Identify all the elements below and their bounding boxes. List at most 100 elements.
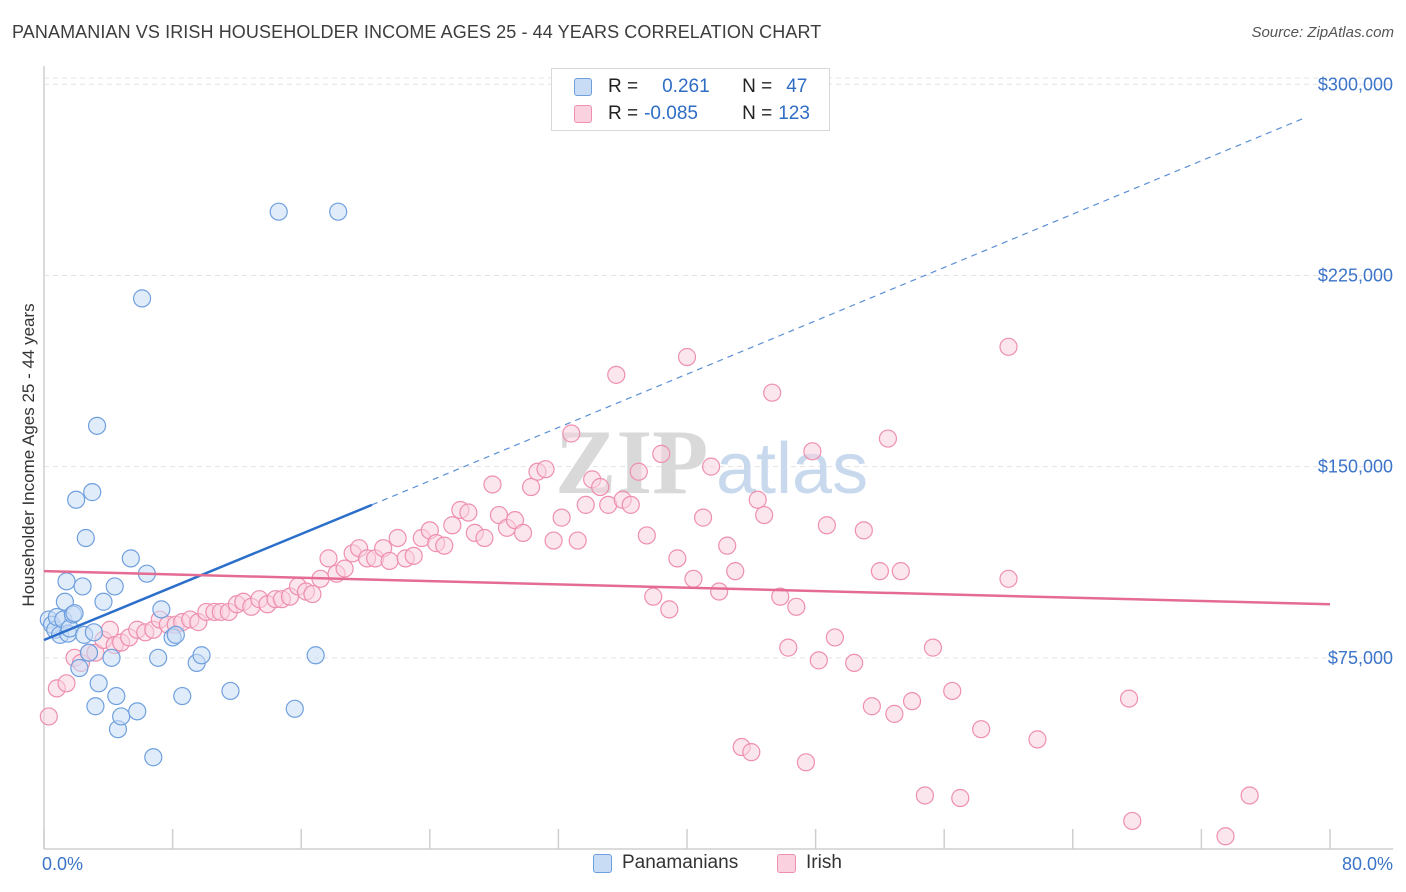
irish-point xyxy=(513,523,533,543)
irish-point xyxy=(779,638,798,657)
trend-lines xyxy=(43,116,1331,642)
legend-n-value: 123 xyxy=(778,103,810,124)
irish-point xyxy=(1028,730,1047,749)
legend-row-panamanians: R = 0.261 N = 47 xyxy=(574,74,807,100)
irish-point xyxy=(693,508,713,527)
irish-point xyxy=(660,600,679,619)
irish-point xyxy=(1240,786,1259,805)
irish-point xyxy=(748,490,767,509)
panamanian-point xyxy=(221,681,240,701)
legend-r-label: R = xyxy=(608,76,639,97)
irish-point xyxy=(621,495,640,514)
irish-point xyxy=(702,457,721,476)
irish-point xyxy=(817,516,836,535)
panamanian-point xyxy=(306,646,325,665)
legend-n-label: N = xyxy=(742,76,773,97)
panamanian-point xyxy=(329,202,348,221)
irish-point xyxy=(544,531,563,550)
irish-point xyxy=(803,442,822,461)
irish-point xyxy=(862,697,881,716)
panamanian-trend-line xyxy=(43,503,373,642)
panamanian-point xyxy=(67,490,86,509)
irish-points xyxy=(39,337,1259,846)
legend-item-irish[interactable]: Irish xyxy=(777,852,842,874)
panamanian-point xyxy=(107,686,126,706)
panamanian-point xyxy=(65,604,84,623)
panamanian-point xyxy=(102,648,121,667)
legend-label-irish: Irish xyxy=(806,852,842,873)
irish-point xyxy=(607,365,626,384)
panamanian-point xyxy=(121,549,140,568)
irish-point xyxy=(825,628,844,647)
irish-point xyxy=(591,477,610,497)
irish-point xyxy=(552,508,571,527)
series-legend: Panamanians Irish xyxy=(0,852,1406,878)
panamanian-point xyxy=(105,577,124,596)
irish-point xyxy=(483,475,502,494)
legend-n-label: N = xyxy=(742,103,773,124)
irish-point xyxy=(972,720,991,739)
x-tick-label: 0.0% xyxy=(42,854,83,874)
irish-point xyxy=(1123,811,1142,831)
panamanian-point xyxy=(94,592,113,611)
panamanian-point xyxy=(269,202,288,221)
irish-point xyxy=(923,638,943,657)
irish-point xyxy=(521,477,541,497)
irish-point xyxy=(870,562,890,581)
panamanian-point xyxy=(89,674,108,693)
irish-point xyxy=(459,503,478,522)
irish-point xyxy=(915,786,935,805)
irish-point xyxy=(845,653,864,673)
panamanian-point xyxy=(285,699,304,718)
panamanian-point xyxy=(152,600,171,619)
panamanian-point xyxy=(144,748,163,767)
irish-point xyxy=(576,495,595,514)
irish-point xyxy=(951,788,970,808)
irish-point xyxy=(39,707,58,726)
panamanian-point xyxy=(70,658,89,678)
x-tick-labels: 0.0% 80.0% xyxy=(42,854,1393,874)
legend-swatch-irish xyxy=(574,105,592,123)
irish-point xyxy=(668,549,687,568)
legend-item-panamanians[interactable]: Panamanians xyxy=(593,852,738,874)
irish-point xyxy=(710,582,729,601)
x-tick-label: 80.0% xyxy=(1342,854,1393,874)
panamanian-point xyxy=(192,646,211,665)
irish-point xyxy=(854,521,873,540)
irish-point xyxy=(303,584,322,604)
legend-r-value: -0.085 xyxy=(644,103,698,124)
irish-point xyxy=(771,587,790,606)
irish-point xyxy=(443,516,462,535)
irish-point xyxy=(644,587,663,606)
panamanian-point xyxy=(112,707,131,726)
panamanian-point xyxy=(87,416,107,435)
legend-row-irish: R = -0.085 N = 123 xyxy=(574,101,810,127)
irish-point xyxy=(999,569,1018,588)
y-tick-labels: $75,000 $150,000 $225,000 $300,000 xyxy=(1318,74,1393,668)
y-axis-label: Householder Income Ages 25 - 44 years xyxy=(19,303,38,606)
irish-point xyxy=(878,429,898,448)
panamanian-points xyxy=(39,202,348,767)
legend-n-value: 47 xyxy=(786,76,808,97)
irish-point xyxy=(787,597,806,616)
irish-point xyxy=(755,505,774,525)
irish-point xyxy=(1119,689,1139,708)
irish-point xyxy=(388,528,407,548)
irish-point xyxy=(652,444,671,463)
panamanian-point xyxy=(79,643,99,662)
irish-point xyxy=(435,536,454,555)
legend-label-panamanians: Panamanians xyxy=(622,852,739,873)
panamanian-point xyxy=(132,289,152,308)
panamanian-point xyxy=(166,625,185,644)
panamanian-point xyxy=(173,686,192,706)
panamanian-point xyxy=(57,572,76,591)
irish-point xyxy=(718,536,737,555)
irish-point xyxy=(475,528,494,548)
irish-point xyxy=(796,753,816,772)
irish-point xyxy=(891,562,910,581)
legend-swatch-panamanians xyxy=(593,853,612,873)
irish-point xyxy=(742,743,761,762)
y-tick-label: $300,000 xyxy=(1318,74,1393,94)
panamanian-point xyxy=(73,577,92,596)
